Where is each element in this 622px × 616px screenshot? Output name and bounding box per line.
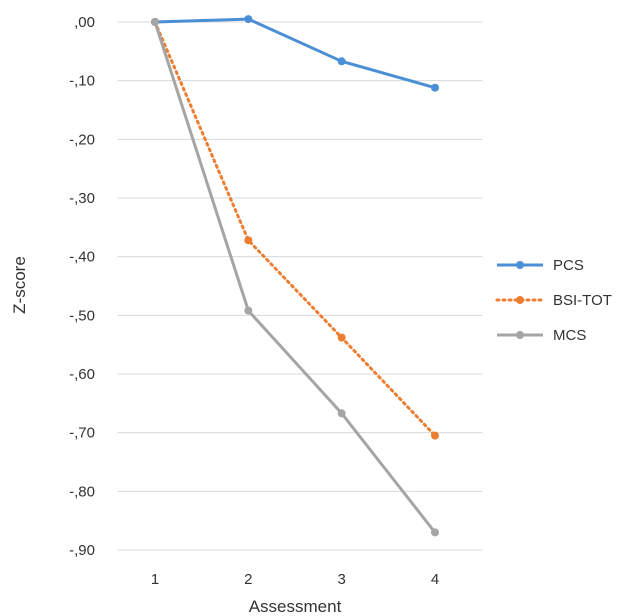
y-tick-label: -,80	[69, 483, 95, 500]
y-tick-label: -,20	[69, 131, 95, 148]
data-point	[337, 409, 346, 418]
legend-marker	[516, 331, 524, 339]
x-axis-ticks: 1 2 3 4	[151, 571, 439, 588]
data-point	[431, 431, 439, 440]
series-mcs	[151, 18, 439, 537]
data-point	[244, 15, 253, 24]
y-tick-label: -,30	[69, 190, 95, 207]
legend-label: BSI-TOT	[553, 292, 612, 309]
series-bsi-tot	[151, 18, 439, 440]
legend-label: MCS	[553, 327, 586, 344]
x-tick-label: 2	[244, 571, 252, 588]
data-point	[244, 306, 253, 315]
gridlines	[118, 21, 482, 551]
y-axis-ticks: ,00 -,10 -,20 -,30 -,40 -,50 -,60 -,70 -,80 -,90	[69, 14, 95, 559]
y-axis-title: Z-score	[10, 256, 29, 314]
x-tick-label: 4	[431, 571, 439, 588]
y-tick-label: -,90	[69, 542, 95, 559]
legend-marker	[516, 296, 524, 304]
data-point	[337, 57, 346, 66]
x-tick-label: 1	[151, 571, 159, 588]
data-point	[151, 18, 159, 26]
y-tick-label: -,70	[69, 425, 95, 442]
y-tick-label: ,00	[74, 14, 95, 31]
y-tick-label: -,40	[69, 249, 95, 266]
legend: PCS BSI-TOT MCS	[495, 257, 612, 344]
x-tick-label: 3	[337, 571, 345, 588]
data-point	[431, 528, 439, 537]
legend-marker	[516, 261, 524, 269]
data-point	[244, 236, 253, 245]
series-line	[154, 17, 436, 90]
y-tick-label: -,50	[69, 307, 95, 324]
data-point	[337, 333, 346, 342]
data-point	[431, 83, 439, 92]
series-line	[153, 20, 437, 438]
x-axis-title: Assessment	[249, 597, 342, 616]
series-line	[153, 21, 437, 534]
legend-label: PCS	[553, 257, 584, 274]
y-tick-label: -,10	[69, 73, 95, 90]
series-lines	[151, 15, 439, 537]
y-tick-label: -,60	[69, 366, 95, 383]
